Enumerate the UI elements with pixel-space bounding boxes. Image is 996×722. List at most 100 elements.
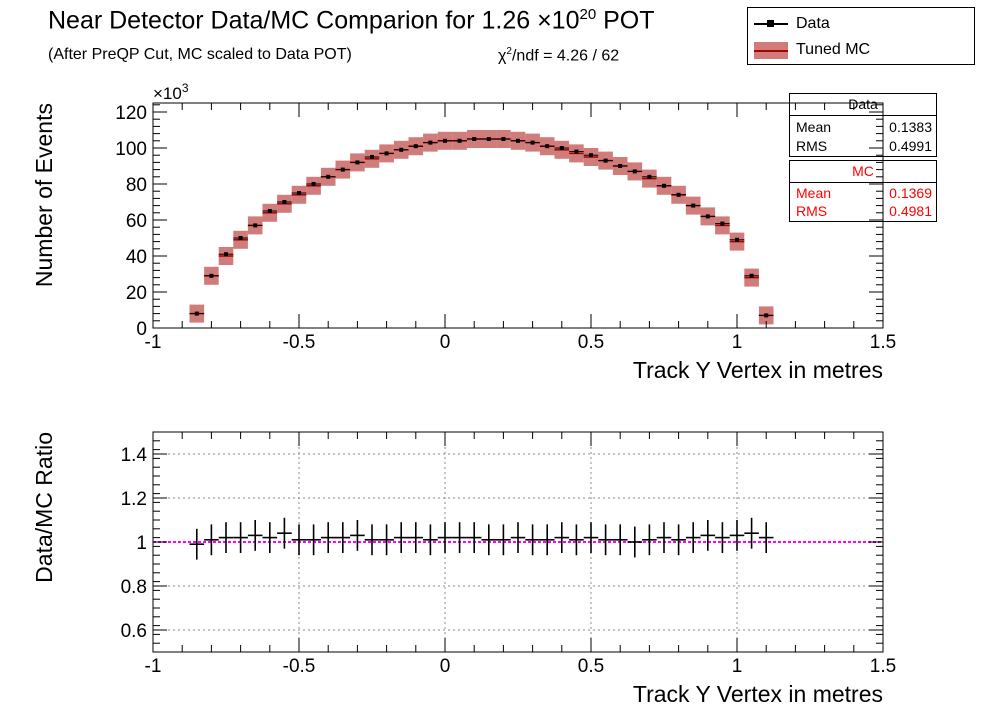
bottom-y-tick-label: 1 [136,533,147,554]
legend-mc-label: Tuned MC [796,41,871,58]
stats-mc-rms-value: 0.4981 [889,203,932,219]
top-x-tick-label: -1 [145,332,162,353]
data-point [647,174,652,179]
legend-mc-line-icon [754,50,788,52]
data-point [705,214,710,219]
bottom-plot-frame [152,431,884,653]
mc-band-bar [627,162,643,181]
mc-band-bar [656,176,672,195]
mc-band-bar [335,160,351,179]
stats-data-header: Data [848,96,878,112]
top-plot-frame [152,102,884,329]
data-point [749,273,754,278]
data-point [589,153,593,158]
data-point [443,138,447,143]
data-point [282,200,287,204]
mc-band-bar [496,130,511,148]
mc-band-bar [466,130,482,148]
bottom-y-tick-label: 1.4 [121,445,148,466]
mc-band-bar [569,144,584,163]
stats-mc-mean-value: 0.1369 [889,185,932,201]
mc-band-bar [408,137,424,156]
bottom-x-tick-label: -1 [145,656,162,677]
mc-band-bar [437,131,453,150]
legend-data-label: Data [796,15,830,32]
mc-band-bar [744,268,759,287]
data-point [720,221,725,226]
mc-band-bar [554,140,570,159]
mc-band-bar [189,304,205,323]
data-point [545,144,550,149]
top-x-tick-label: 0 [440,332,451,353]
top-x-tick-label: -0.5 [283,332,316,353]
data-point [413,144,418,149]
mc-band-bar [262,203,278,222]
data-point [340,167,345,172]
data-point [209,273,214,278]
chi2-label: χ2/ndf = 4.26 / 62 [498,46,620,65]
stats-mc-header: MC [852,163,874,179]
top-y-multiplier: ×103 [153,81,189,103]
bottom-y-tick-label: 1.2 [121,489,147,510]
data-point [530,140,535,145]
mc-band-bar [481,130,497,148]
mc-band-bar [320,167,336,186]
data-point [501,137,506,141]
data-point [559,146,564,150]
mc-band-bar [350,153,365,172]
stats-box-mc: MC Mean 0.1369 RMS 0.4981 [789,160,937,222]
mc-band-bar [525,133,540,152]
mc-band-bar [452,131,467,150]
legend-mc-entry: Tuned MC [748,37,974,63]
data-point [676,192,681,197]
stats-box-data: Data Mean 0.1383 RMS 0.4991 [789,93,937,157]
mc-band-bar [700,207,716,226]
bottom-x-tick-label: -0.5 [283,656,316,677]
mc-band-bar [729,232,745,251]
bottom-x-tick-label: 0.5 [578,656,604,677]
legend: Data Tuned MC [747,7,975,65]
bottom-y-axis-label: Data/MC Ratio [31,432,57,583]
mc-band-bar [393,140,409,159]
mc-band-bar [233,230,248,249]
stats-data-rms-value: 0.4991 [889,138,932,154]
mc-band-bar [612,157,628,175]
data-point [764,313,769,318]
stats-mc-rms-label: RMS [796,203,828,219]
stats-data-mean-label: Mean [796,119,832,135]
data-point [297,191,301,195]
data-point [224,252,228,257]
data-point [267,209,272,213]
mc-band-bar [671,185,686,204]
mc-band-bar [306,176,321,195]
top-y-axis-label: Number of Events [31,103,57,287]
data-point [194,311,199,316]
mc-band-bar [715,216,730,235]
mc-band-bar [539,137,555,156]
top-x-tick-label: 1.5 [870,332,896,353]
data-point [238,236,243,240]
legend-data-marker-icon [767,20,774,27]
mc-band-bar [364,149,380,168]
data-point [457,138,462,143]
chart-subtitle: (After PreQP Cut, MC scaled to Data POT) [48,46,352,63]
data-point [384,151,389,156]
bottom-x-tick-label: 0 [440,656,451,677]
bottom-y-tick-label: 0.6 [121,621,147,642]
data-point [253,223,258,228]
mc-band-bar [583,148,599,166]
data-point [632,169,637,174]
data-point [691,203,696,208]
top-x-tick-label: 0.5 [578,332,604,353]
data-point [516,138,520,143]
top-y-tick-label: 40 [126,247,147,268]
mc-band-bar [758,306,774,325]
mc-band-bar [247,216,263,235]
data-point [662,183,666,188]
stats-data-mean-value: 0.1383 [889,119,932,135]
bottom-x-tick-label: 1 [732,656,743,677]
top-y-tick-label: 100 [115,139,147,160]
data-point [472,137,477,141]
data-point [603,158,608,163]
data-point [311,182,316,186]
